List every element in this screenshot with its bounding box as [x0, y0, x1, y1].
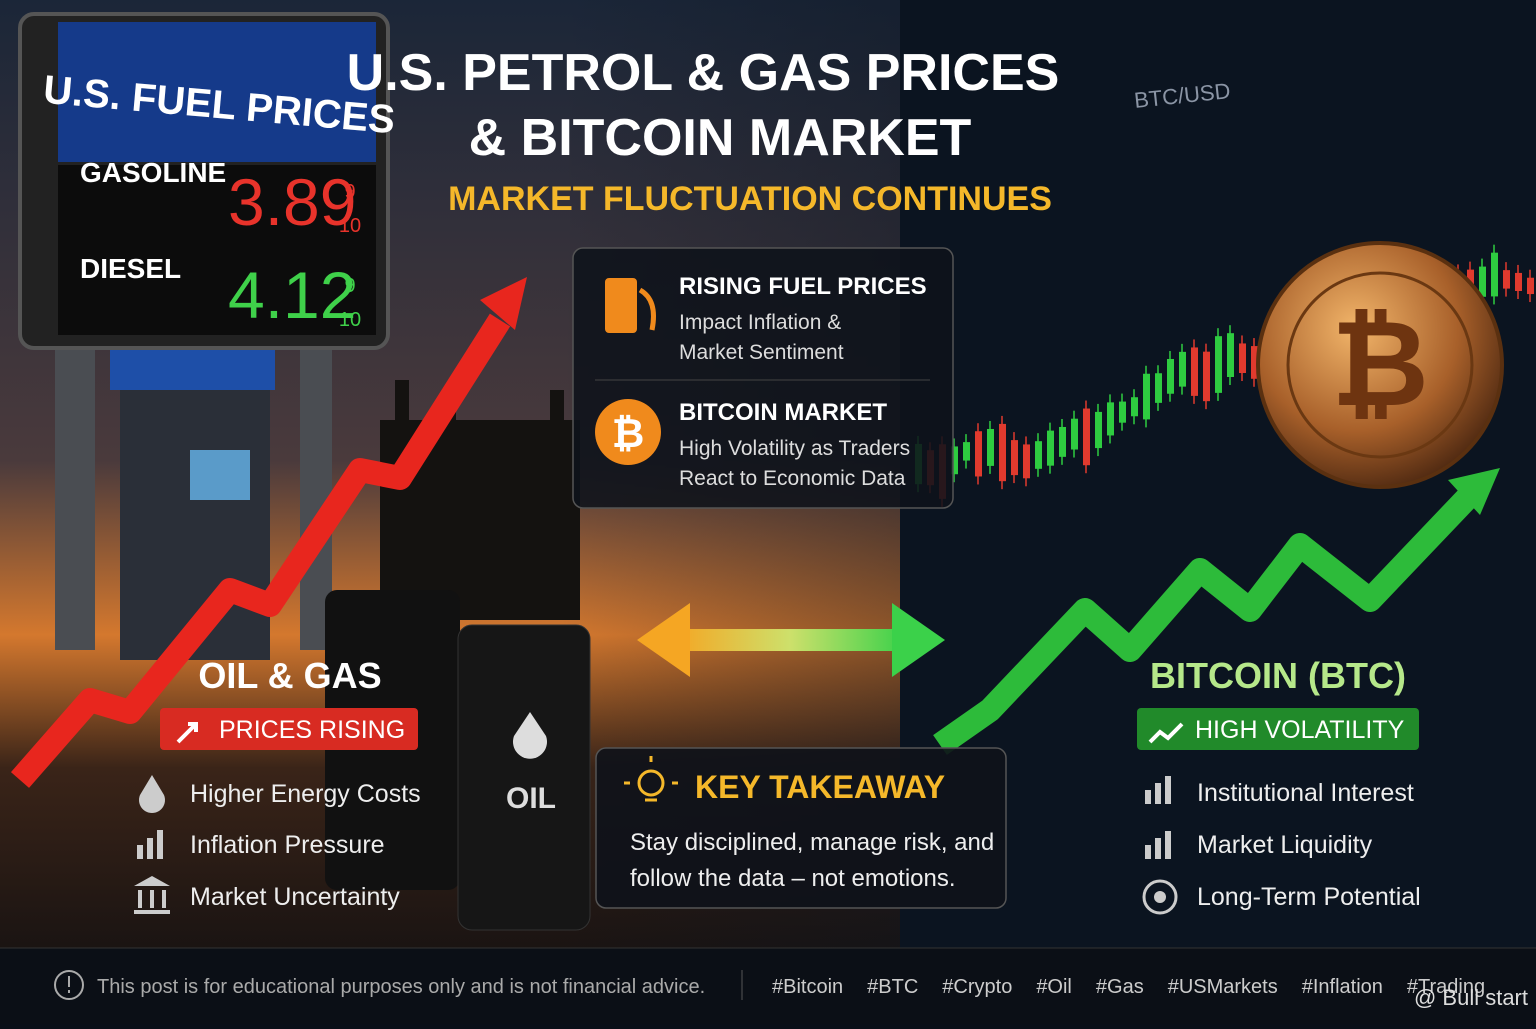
info-line: Impact Inflation &	[679, 311, 841, 334]
candle-body	[1203, 351, 1210, 402]
candle-body	[1227, 333, 1234, 377]
badge	[160, 708, 418, 750]
candle-body	[999, 423, 1006, 482]
fuel-label: GASOLINE	[80, 157, 226, 188]
candle-body	[1479, 266, 1486, 297]
takeaway-line: follow the data – not emotions.	[630, 865, 956, 892]
candle-body	[1023, 444, 1030, 479]
list-item: Market Uncertainty	[190, 883, 400, 911]
bulb-icon	[624, 756, 678, 802]
candle-body	[1011, 440, 1018, 476]
takeaway-title: KEY TAKEAWAY	[695, 769, 945, 805]
arrow-head	[480, 277, 527, 330]
watermark: @ Bull start	[1414, 985, 1528, 1010]
candle-body	[987, 428, 994, 466]
badge-label: HIGH VOLATILITY	[1195, 716, 1405, 744]
hashtag: #Oil	[1036, 976, 1072, 998]
info-box: ₿ RISING FUEL PRICES Impact Inflation & …	[572, 247, 954, 509]
list-item: Market Liquidity	[1197, 831, 1373, 859]
fuel-label: DIESEL	[80, 253, 181, 284]
candle-body	[1191, 347, 1198, 396]
section-title: BITCOIN (BTC)	[1150, 655, 1406, 696]
candle-body	[1047, 430, 1054, 466]
candle-body	[1059, 426, 1066, 457]
fuel-price: 3.89	[228, 165, 356, 239]
info-line: React to Economic Data	[679, 467, 906, 490]
candle-body	[1035, 441, 1042, 469]
candle-body	[963, 442, 970, 461]
fuel-fraction-top: 9	[344, 181, 355, 203]
hashtag: #Trading	[1407, 976, 1485, 998]
candle-body	[1119, 401, 1126, 423]
info-icon	[54, 970, 84, 1000]
title: & BITCOIN MARKET	[469, 109, 972, 167]
list-item: Institutional Interest	[1197, 779, 1414, 807]
badge	[1137, 708, 1419, 750]
candle-body	[975, 431, 982, 477]
candle-body	[1167, 358, 1174, 394]
footer	[0, 948, 1536, 1024]
badge-label: PRICES RISING	[219, 716, 405, 744]
candle-body	[1107, 402, 1114, 436]
list-icons	[1142, 776, 1178, 915]
candle-body	[1155, 373, 1162, 403]
hashtag: #Gas	[1096, 976, 1144, 998]
hashtags: #Bitcoin #BTC #Crypto #Oil #Gas #USMarkets #In…	[772, 976, 1485, 998]
candle-body	[1215, 336, 1222, 393]
fuel-fraction-bottom: 10	[339, 309, 361, 331]
hashtag: #Crypto	[942, 976, 1012, 998]
list-item: Inflation Pressure	[190, 831, 385, 859]
fuel-fraction-top: 9	[344, 275, 355, 297]
barrel-label: OIL	[506, 782, 556, 815]
fuel-sign: U.S. FUEL PRICES GASOLINE 3.89 9 10 DIES…	[18, 12, 397, 660]
bitcoin-coin: ₿	[1256, 241, 1504, 489]
rising-arrow	[10, 313, 511, 788]
disclaimer: This post is for educational purposes on…	[97, 976, 705, 998]
candle-body	[1143, 373, 1150, 420]
fuel-price: 4.12	[228, 258, 356, 332]
list-item: Higher Energy Costs	[190, 780, 421, 808]
double-arrow	[637, 603, 945, 677]
candle-body	[1515, 272, 1522, 291]
candle-body	[1527, 277, 1534, 295]
candle-body	[1251, 346, 1258, 379]
title: U.S. PETROL & GAS PRICES	[347, 44, 1060, 102]
info-title: RISING FUEL PRICES	[679, 273, 927, 300]
hashtag: #Inflation	[1302, 976, 1383, 998]
candle-body	[1491, 252, 1498, 297]
takeaway-box	[595, 747, 1007, 909]
takeaway-line: Stay disciplined, manage risk, and	[630, 829, 994, 856]
candle-body	[1095, 411, 1102, 449]
section-title: OIL & GAS	[198, 655, 381, 696]
list-icons	[134, 775, 170, 914]
subtitle: MARKET FLUCTUATION CONTINUES	[448, 180, 1052, 218]
hashtag: #USMarkets	[1168, 976, 1278, 998]
candle-body	[1503, 270, 1510, 289]
svg-text:₿: ₿	[1331, 297, 1429, 431]
info-line: Market Sentiment	[679, 341, 844, 364]
candle-body	[1179, 351, 1186, 387]
candle-body	[951, 446, 958, 475]
hashtag: #Bitcoin	[772, 976, 843, 998]
candle-body	[1239, 343, 1246, 374]
list-item: Long-Term Potential	[1197, 883, 1421, 911]
info-title: BITCOIN MARKET	[679, 399, 887, 426]
btc-arrow	[933, 486, 1479, 755]
fuel-fraction-bottom: 10	[339, 215, 361, 237]
oil-barrel: OIL	[325, 590, 591, 931]
candle-body	[1083, 408, 1090, 466]
candle-body	[1131, 397, 1138, 417]
arrow-head	[1448, 468, 1500, 515]
candle-body	[1071, 418, 1078, 450]
hashtag: #BTC	[867, 976, 918, 998]
svg-text:₿: ₿	[612, 412, 645, 456]
info-line: High Volatility as Traders	[679, 437, 910, 460]
